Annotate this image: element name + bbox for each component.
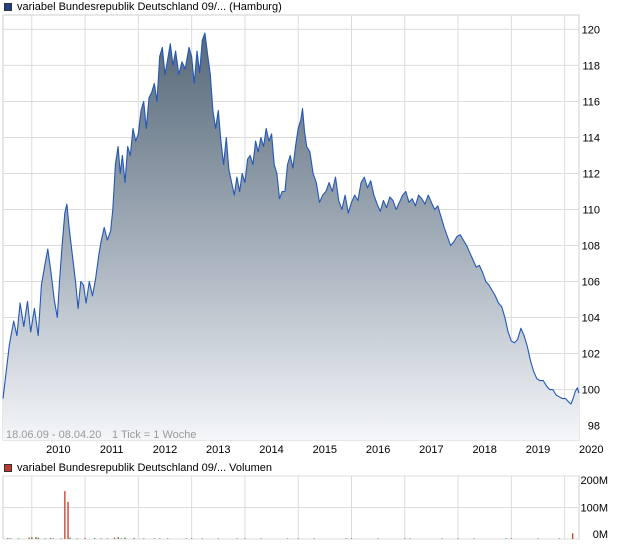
volume-y-tick-label: 100M — [580, 503, 608, 515]
volume-bar — [297, 538, 299, 539]
volume-bars — [7, 491, 574, 539]
price-x-tick-label: 2019 — [526, 444, 550, 456]
volume-bar — [69, 537, 71, 539]
price-y-tick-label: 98 — [588, 421, 600, 433]
volume-bar — [217, 538, 219, 539]
volume-bar — [167, 538, 169, 539]
volume-bar — [244, 538, 246, 539]
price-y-tick-label: 120 — [582, 24, 600, 36]
volume-bar — [537, 538, 539, 539]
price-x-tick-label: 2010 — [46, 444, 70, 456]
volume-bar — [35, 537, 37, 539]
volume-bar — [505, 538, 507, 539]
volume-bar — [201, 538, 203, 539]
volume-bar — [350, 538, 353, 539]
volume-bar — [106, 538, 109, 539]
volume-bar — [7, 538, 9, 539]
price-chart: 98 100 102 104 106 108 110 112 114 116 118 120 2010… — [2, 14, 603, 456]
price-y-tick-label: 116 — [582, 96, 600, 108]
volume-bar — [185, 538, 187, 539]
volume-legend-label: variabel Bundesrepublik Deutschland 09/.… — [17, 461, 272, 474]
volume-bar — [260, 538, 262, 539]
price-y-tick-label: 114 — [582, 132, 600, 144]
volume-bar — [159, 538, 161, 539]
volume-bar — [76, 538, 78, 539]
volume-bar — [558, 538, 560, 539]
price-area — [3, 33, 579, 440]
volume-bar — [377, 538, 379, 539]
volume-bar — [17, 538, 20, 539]
volume-bar — [143, 538, 145, 539]
price-legend: variabel Bundesrepublik Deutschland 09/.… — [4, 0, 282, 14]
price-y-tick-label: 108 — [582, 241, 600, 253]
volume-bar — [44, 538, 46, 539]
volume-bar — [52, 538, 54, 539]
volume-legend: variabel Bundesrepublik Deutschland 09/.… — [4, 461, 272, 475]
volume-bar — [345, 538, 347, 539]
price-x-tick-label: 2017 — [419, 444, 443, 456]
volume-bar — [31, 537, 33, 539]
volume-bar — [49, 538, 52, 539]
volume-y-axis: 200M 100M 0M — [580, 475, 608, 541]
price-y-tick-label: 102 — [582, 349, 600, 361]
volume-bar — [117, 537, 119, 539]
price-x-tick-label: 2014 — [259, 444, 283, 456]
volume-bar — [28, 537, 30, 539]
price-line — [2, 32, 580, 405]
volume-bar — [313, 538, 315, 539]
volume-bar — [404, 538, 406, 539]
price-legend-label: variabel Bundesrepublik Deutschland 09/.… — [17, 0, 282, 13]
volume-bar — [67, 501, 69, 539]
tick-interval-label: 1 Tick = 1 Woche — [112, 429, 196, 441]
price-y-tick-label: 104 — [582, 313, 600, 325]
price-y-tick-label: 110 — [582, 204, 600, 216]
price-y-tick-label: 106 — [582, 277, 600, 289]
volume-bar — [9, 538, 12, 539]
price-x-tick-label: 2020 — [579, 444, 603, 456]
volume-bar — [286, 538, 289, 539]
volume-bar — [37, 537, 39, 539]
volume-bar — [191, 538, 193, 539]
volume-bar — [510, 538, 512, 539]
volume-bar — [441, 538, 443, 539]
price-x-tick-label: 2011 — [100, 444, 124, 456]
volume-bar — [113, 537, 116, 539]
price-x-tick-label: 2018 — [472, 444, 496, 456]
volume-bar — [572, 533, 574, 539]
date-range-label: 18.06.09 - 08.04.20 — [6, 429, 101, 441]
volume-legend-swatch — [4, 464, 12, 472]
price-y-tick-label: 118 — [582, 60, 600, 72]
volume-bar — [100, 538, 102, 539]
volume-y-tick-label: 0M — [593, 529, 608, 541]
volume-y-tick-label: 200M — [580, 475, 608, 487]
volume-bar — [236, 538, 238, 539]
volume-bar — [94, 538, 96, 539]
volume-bar — [124, 537, 126, 539]
price-legend-swatch — [4, 3, 12, 11]
price-x-tick-label: 2013 — [206, 444, 230, 456]
volume-bar — [457, 538, 459, 539]
price-y-axis: 98 100 102 104 106 108 110 112 114 116 118 120 — [582, 24, 600, 432]
volume-bar — [60, 538, 62, 539]
volume-chart: 200M 100M 0M — [2, 475, 608, 541]
price-y-tick-label: 112 — [582, 168, 600, 180]
price-x-tick-label: 2015 — [313, 444, 337, 456]
volume-bar — [409, 538, 411, 539]
price-x-tick-label: 2016 — [366, 444, 390, 456]
volume-bar — [120, 538, 122, 539]
volume-bar — [153, 538, 155, 539]
price-x-tick-label: 2012 — [153, 444, 177, 456]
price-x-axis: 2010 2011 2012 2013 2014 2015 2016 2017 2018 2019… — [46, 444, 603, 456]
volume-bar — [133, 538, 135, 539]
volume-bar — [64, 491, 66, 539]
volume-bar — [84, 538, 86, 539]
volume-grid — [3, 475, 579, 540]
volume-bar — [473, 538, 475, 539]
price-y-tick-label: 100 — [582, 385, 600, 397]
